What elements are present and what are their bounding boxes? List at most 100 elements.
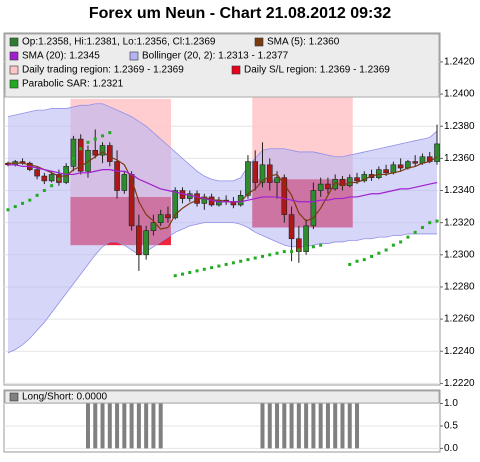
candle-body (376, 169, 382, 178)
sar-dot (64, 169, 68, 173)
legend-box (4, 390, 440, 404)
sar-dot (217, 264, 221, 268)
candle-body (41, 175, 48, 182)
bar (282, 403, 287, 449)
bar (340, 403, 345, 449)
candle-body (310, 190, 317, 227)
candle-body (99, 145, 106, 156)
candle-body (281, 177, 288, 215)
sar-dot (297, 248, 301, 252)
bar (333, 403, 338, 449)
candle-body (434, 143, 440, 162)
sar-dot (290, 250, 294, 254)
bar (296, 403, 301, 449)
bar (260, 403, 265, 449)
bollinger-upper (7, 103, 438, 182)
bollinger-lower (7, 222, 437, 354)
sar-dot (108, 131, 112, 135)
y-tick-label: 1.2340 (444, 185, 475, 196)
sar-dot (311, 245, 315, 249)
legend-swatch (9, 51, 19, 61)
sar-dot (355, 259, 359, 263)
sar-dot (35, 193, 39, 197)
y-tick-label: 1.2280 (444, 282, 475, 293)
legend-swatch (254, 37, 264, 47)
candle-body (317, 183, 324, 191)
candle-body (274, 177, 280, 183)
candle-body (128, 174, 135, 227)
candle-body (48, 174, 55, 182)
candle-body (390, 164, 397, 174)
sar-dot (362, 258, 366, 262)
y-tick-label: 1.2240 (444, 346, 475, 357)
candle-body (143, 230, 149, 256)
sar-dot (21, 201, 25, 205)
sar-dot (304, 246, 308, 250)
sar-dot (28, 198, 32, 202)
candle-body (296, 238, 302, 252)
candle-body (332, 178, 339, 190)
legend-swatch (129, 51, 139, 61)
sar-dot (202, 267, 206, 271)
legend-label: Op:1.2358, Hi:1.2381, Lo:1.2356, Cl:1.23… (22, 37, 216, 48)
bar (289, 403, 294, 449)
sar-dot (384, 248, 388, 252)
sar-dot (42, 189, 46, 193)
legend-box (4, 33, 440, 98)
bar (136, 403, 141, 449)
sar-dot (6, 208, 10, 212)
y-tick-label: 1.2300 (444, 249, 475, 260)
sar-dot (435, 219, 439, 223)
y-tick-label: 1.2400 (444, 89, 475, 100)
candle-body (157, 214, 164, 223)
sar-dot (239, 259, 243, 263)
sar-dot (268, 253, 272, 257)
candle-body (266, 164, 273, 183)
bar (347, 403, 352, 449)
bar (85, 403, 90, 449)
y-tick-label: 1.2360 (444, 153, 475, 164)
candle-body (165, 214, 171, 219)
candle-body (114, 161, 120, 191)
sar-dot (275, 251, 279, 255)
bar (275, 403, 280, 449)
sar-dot (181, 272, 185, 276)
legend-label: Daily trading region: 1.2369 - 1.2369 (22, 65, 184, 76)
candle-body (92, 150, 99, 156)
candle-body (194, 193, 200, 204)
sar-dot (224, 262, 228, 266)
candle-body (121, 174, 128, 191)
sar-dot (348, 262, 352, 266)
candle-body (288, 214, 295, 240)
bar (122, 403, 127, 449)
sar-dot (253, 256, 257, 260)
candle-body (259, 164, 266, 183)
bar (151, 403, 156, 449)
sar-dot (101, 134, 105, 138)
candle-body (34, 169, 40, 177)
indicator-line (8, 151, 438, 230)
legend-label: Bollinger (20, 2): 1.2313 - 1.2377 (142, 51, 289, 62)
sar-dot (57, 177, 61, 181)
legend-label: Parabolic SAR: 1.2321 (22, 79, 124, 90)
sar-dot (413, 230, 417, 234)
legend-swatch (9, 65, 19, 75)
sar-dot (188, 270, 192, 274)
bar (144, 403, 149, 449)
legend-swatch (9, 392, 19, 402)
chart-title: Forex um Neun - Chart 21.08.2012 09:32 (89, 5, 391, 22)
sar-dot (406, 235, 410, 239)
bar (107, 403, 112, 449)
candle-body (383, 169, 389, 174)
bar (304, 403, 309, 449)
sar-dot (319, 243, 323, 247)
bar (115, 403, 120, 449)
bar (129, 403, 134, 449)
sar-dot (86, 140, 90, 144)
y-tick-label: 1.2320 (444, 217, 475, 228)
bar (325, 403, 330, 449)
y-tick-label: 0.5 (444, 421, 458, 432)
sar-dot (50, 184, 54, 188)
bar (93, 403, 98, 449)
sar-dot (173, 274, 177, 278)
